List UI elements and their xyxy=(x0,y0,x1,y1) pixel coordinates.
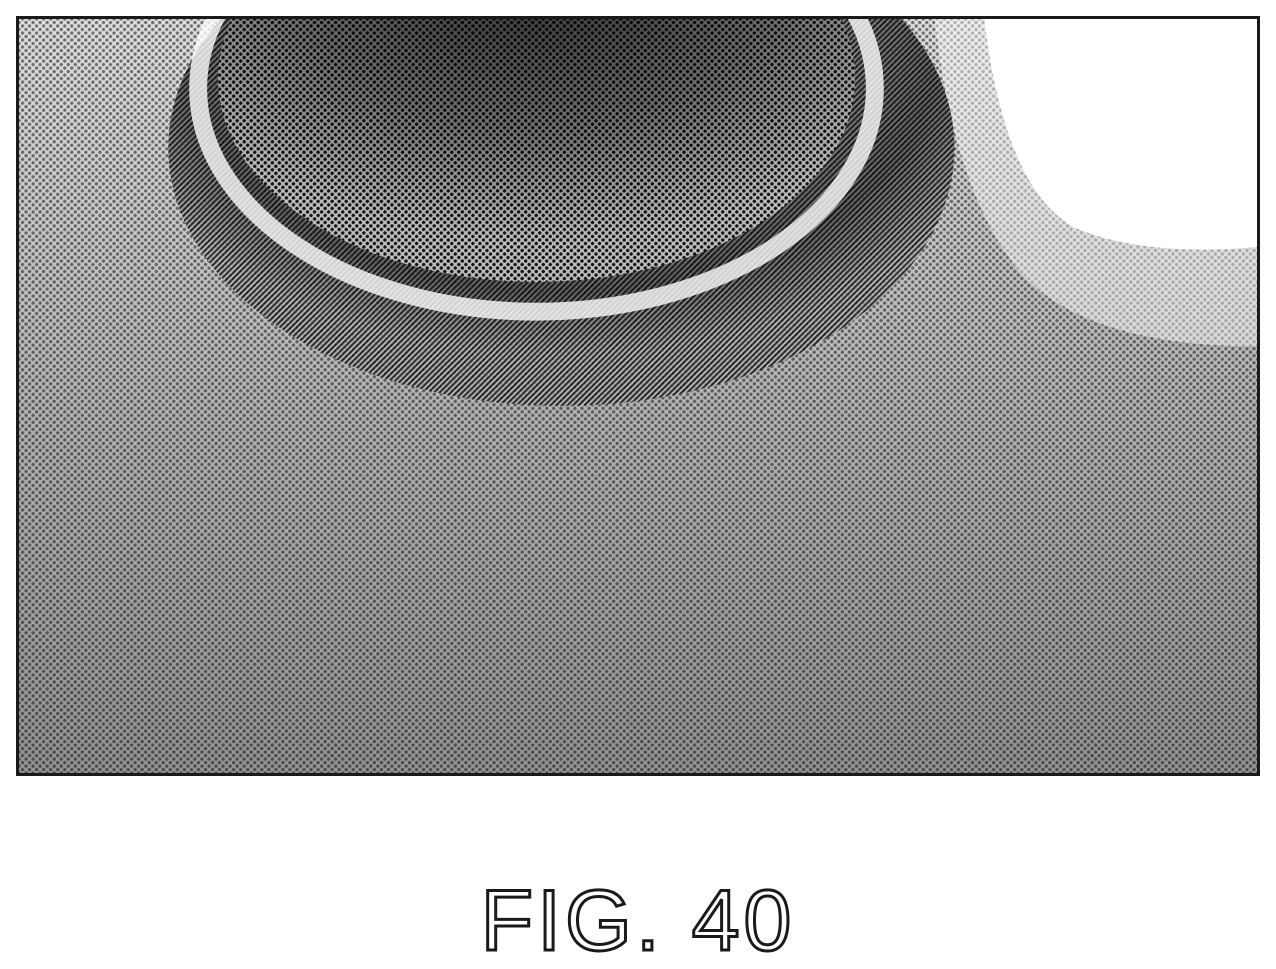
halftone-image xyxy=(19,19,1257,773)
halftone-photograph xyxy=(16,16,1260,776)
figure-caption: FIG. 40 xyxy=(0,878,1276,964)
